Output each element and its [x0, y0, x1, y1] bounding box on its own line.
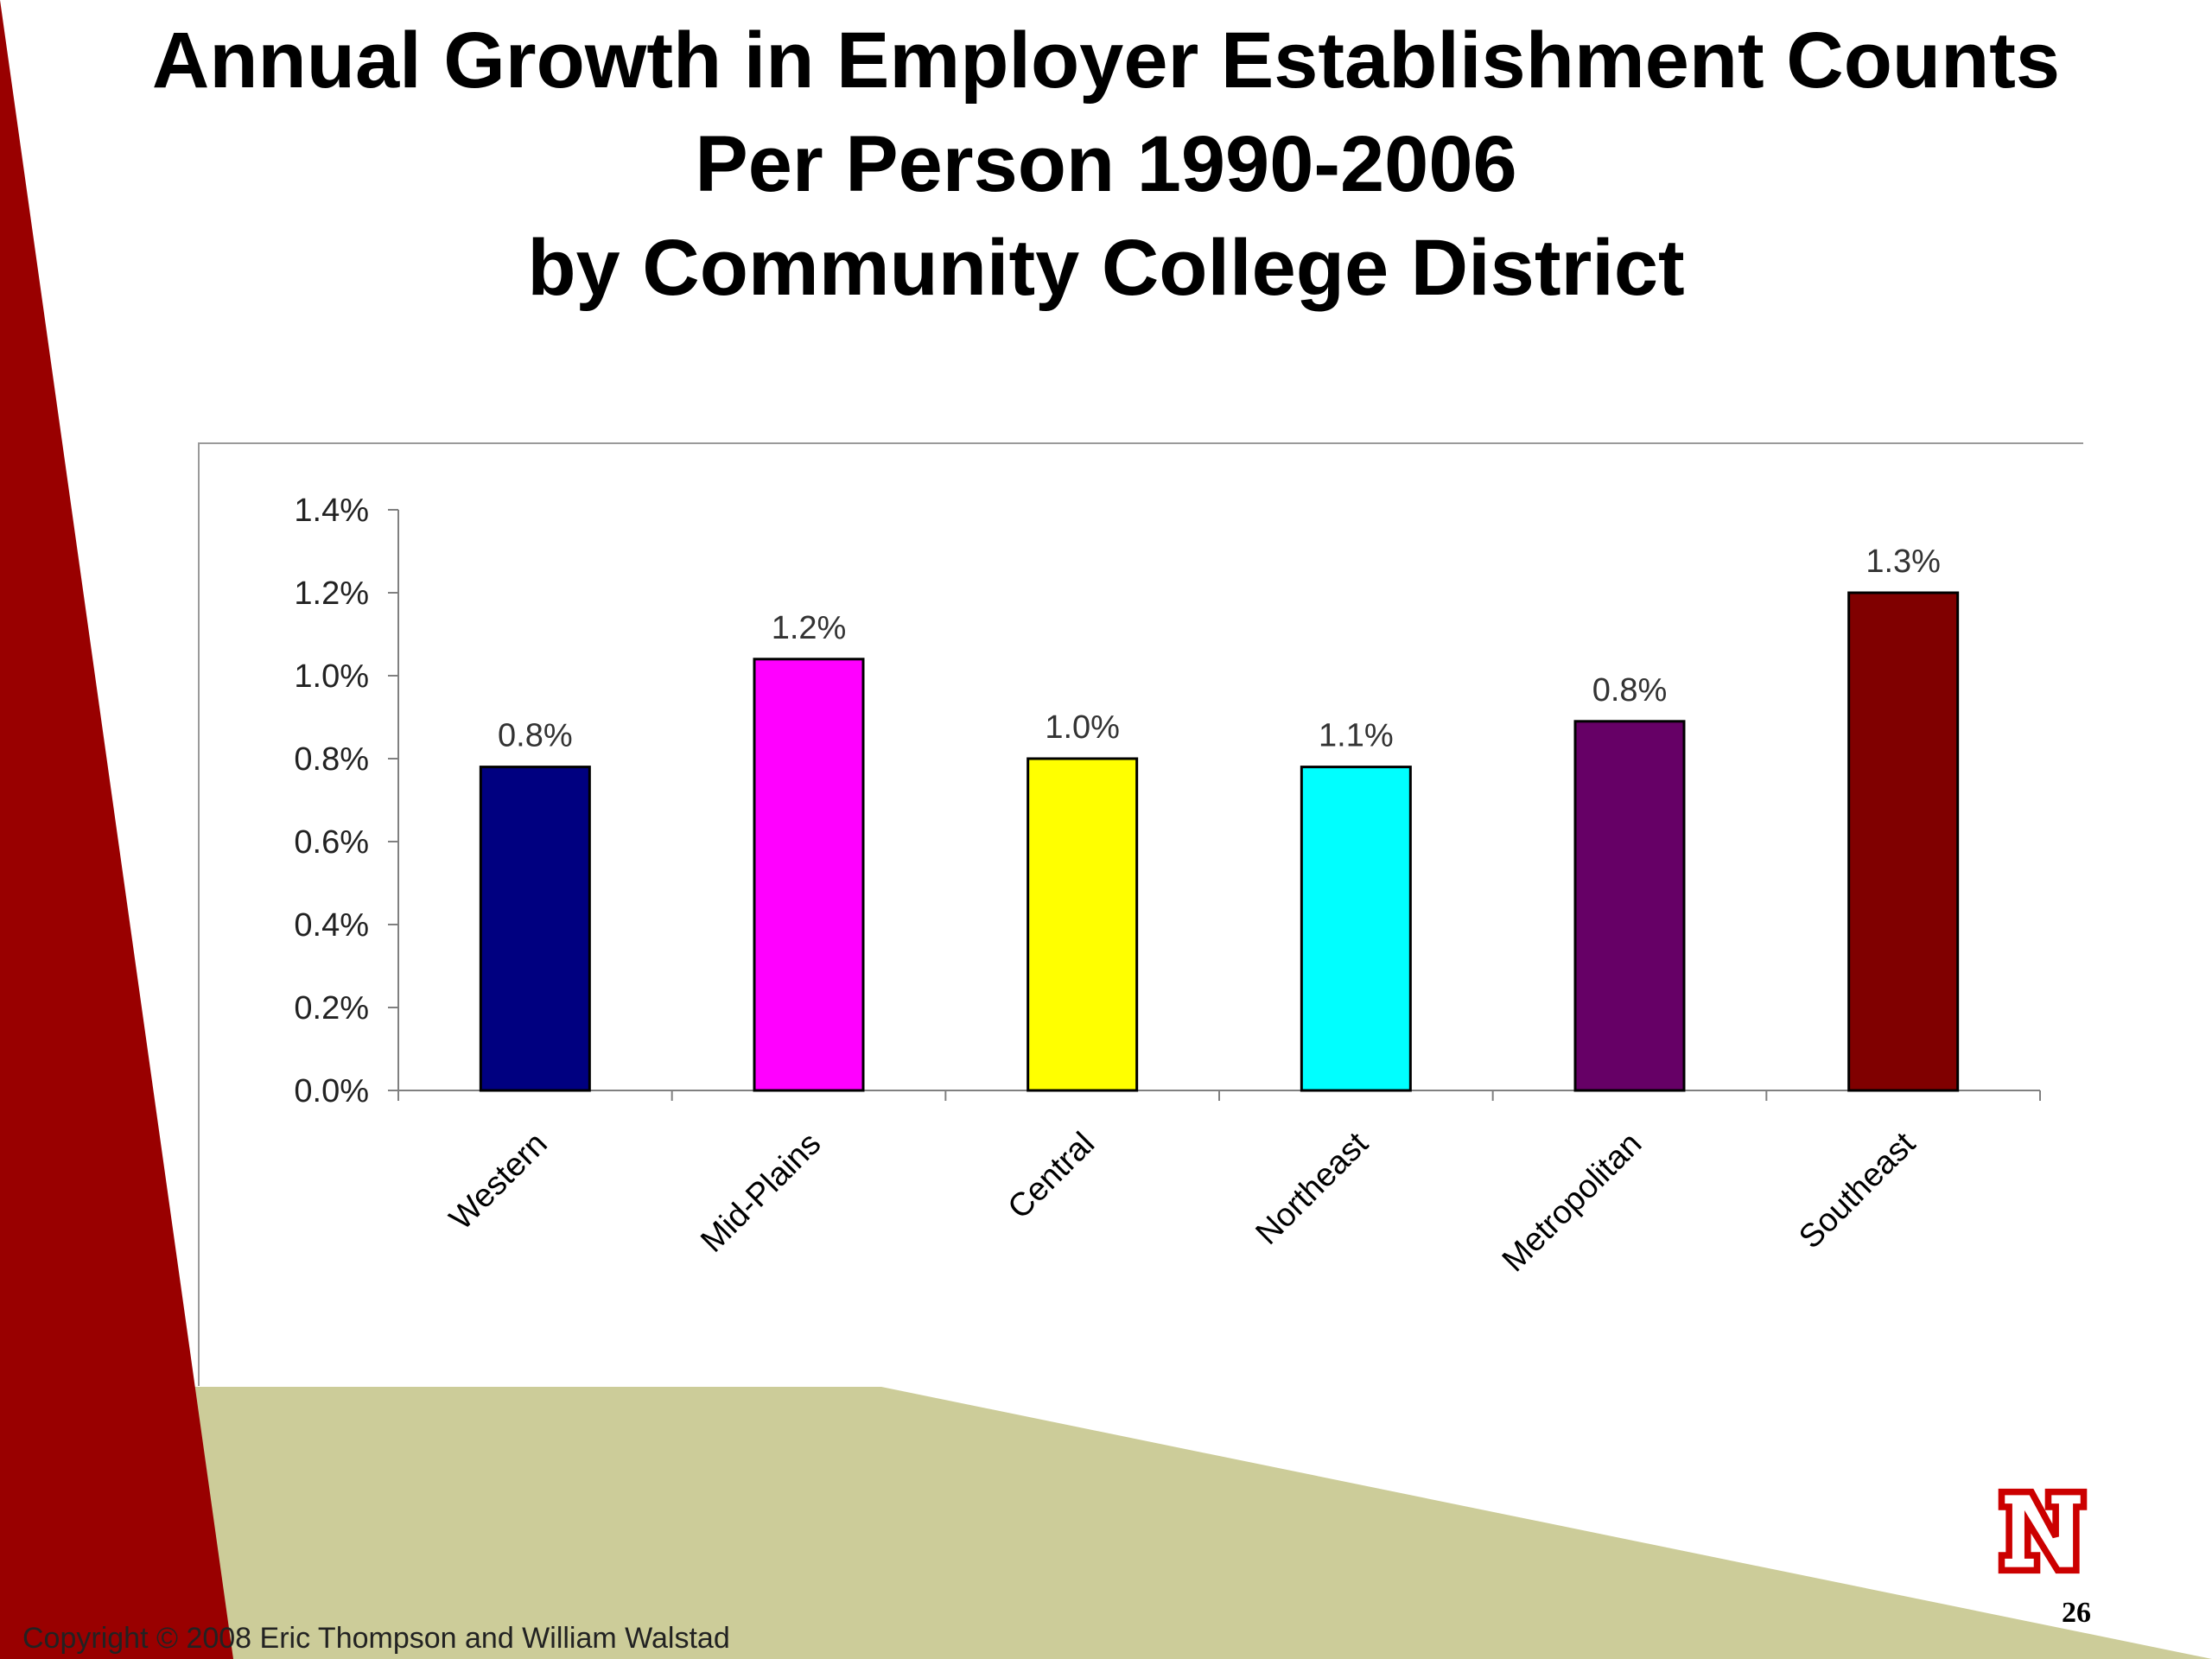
logo-n-shape [1998, 1488, 2088, 1574]
tan-accent-band [0, 1387, 2212, 1659]
copyright-footer: Copyright © 2008 Eric Thompson and Willi… [22, 1622, 730, 1655]
bar [1573, 720, 1686, 1092]
category-label: Metropolitan [1496, 1126, 1649, 1280]
bar [479, 766, 591, 1092]
title-line-1: Annual Growth in Employer Establishment … [151, 16, 2061, 105]
y-tick-label: 1.2% [294, 575, 369, 612]
category-label: Western [442, 1126, 554, 1237]
bar [1027, 757, 1139, 1092]
category-labels: Western Mid-Plains Central Northeast Metropo… [442, 1125, 1923, 1279]
y-tick-label: 0.2% [294, 990, 369, 1027]
y-tick-label: 1.4% [294, 493, 369, 529]
chart-area: 0.0% 0.2% 0.4% 0.6% 0.8% 1.0% 1.2% 1.4% 0.8% 1.2… [198, 442, 2083, 1386]
category-label: Northeast [1249, 1125, 1376, 1252]
category-label: Southeast [1792, 1125, 1923, 1255]
title-line-2: Per Person 1990-2006 [695, 120, 1517, 208]
y-tick-label: 0.0% [294, 1073, 369, 1109]
y-axis: 0.0% 0.2% 0.4% 0.6% 0.8% 1.0% 1.2% 1.4% [294, 493, 399, 1109]
data-labels: 0.8% 1.2% 1.0% 1.1% 0.8% 1.3% [498, 543, 1941, 754]
bar-chart: 0.0% 0.2% 0.4% 0.6% 0.8% 1.0% 1.2% 1.4% 0.8% 1.2… [294, 493, 2041, 1279]
data-label: 1.2% [772, 610, 847, 646]
y-tick-label: 0.6% [294, 824, 369, 861]
bar [1300, 766, 1412, 1092]
nebraska-n-logo-icon [1998, 1488, 2088, 1574]
y-tick-label: 0.4% [294, 907, 369, 944]
y-tick-label: 1.0% [294, 658, 369, 695]
y-tick-label: 0.8% [294, 741, 369, 778]
bars [479, 591, 1960, 1092]
data-label: 1.0% [1045, 709, 1120, 746]
slide-title: Annual Growth in Employer Establishment … [0, 9, 2212, 320]
page-number: 26 [2062, 1597, 2091, 1629]
title-line-3: by Community College District [527, 224, 1685, 312]
bar [753, 658, 865, 1092]
red-accent-wedge [0, 0, 233, 1659]
category-label: Mid-Plains [694, 1126, 828, 1260]
bar [1847, 591, 1960, 1092]
category-label: Central [1001, 1126, 1102, 1226]
data-label: 0.8% [1592, 672, 1668, 709]
data-label: 1.3% [1866, 543, 1941, 580]
data-label: 0.8% [498, 718, 573, 754]
x-axis [397, 1090, 2041, 1101]
data-label: 1.1% [1319, 718, 1394, 754]
